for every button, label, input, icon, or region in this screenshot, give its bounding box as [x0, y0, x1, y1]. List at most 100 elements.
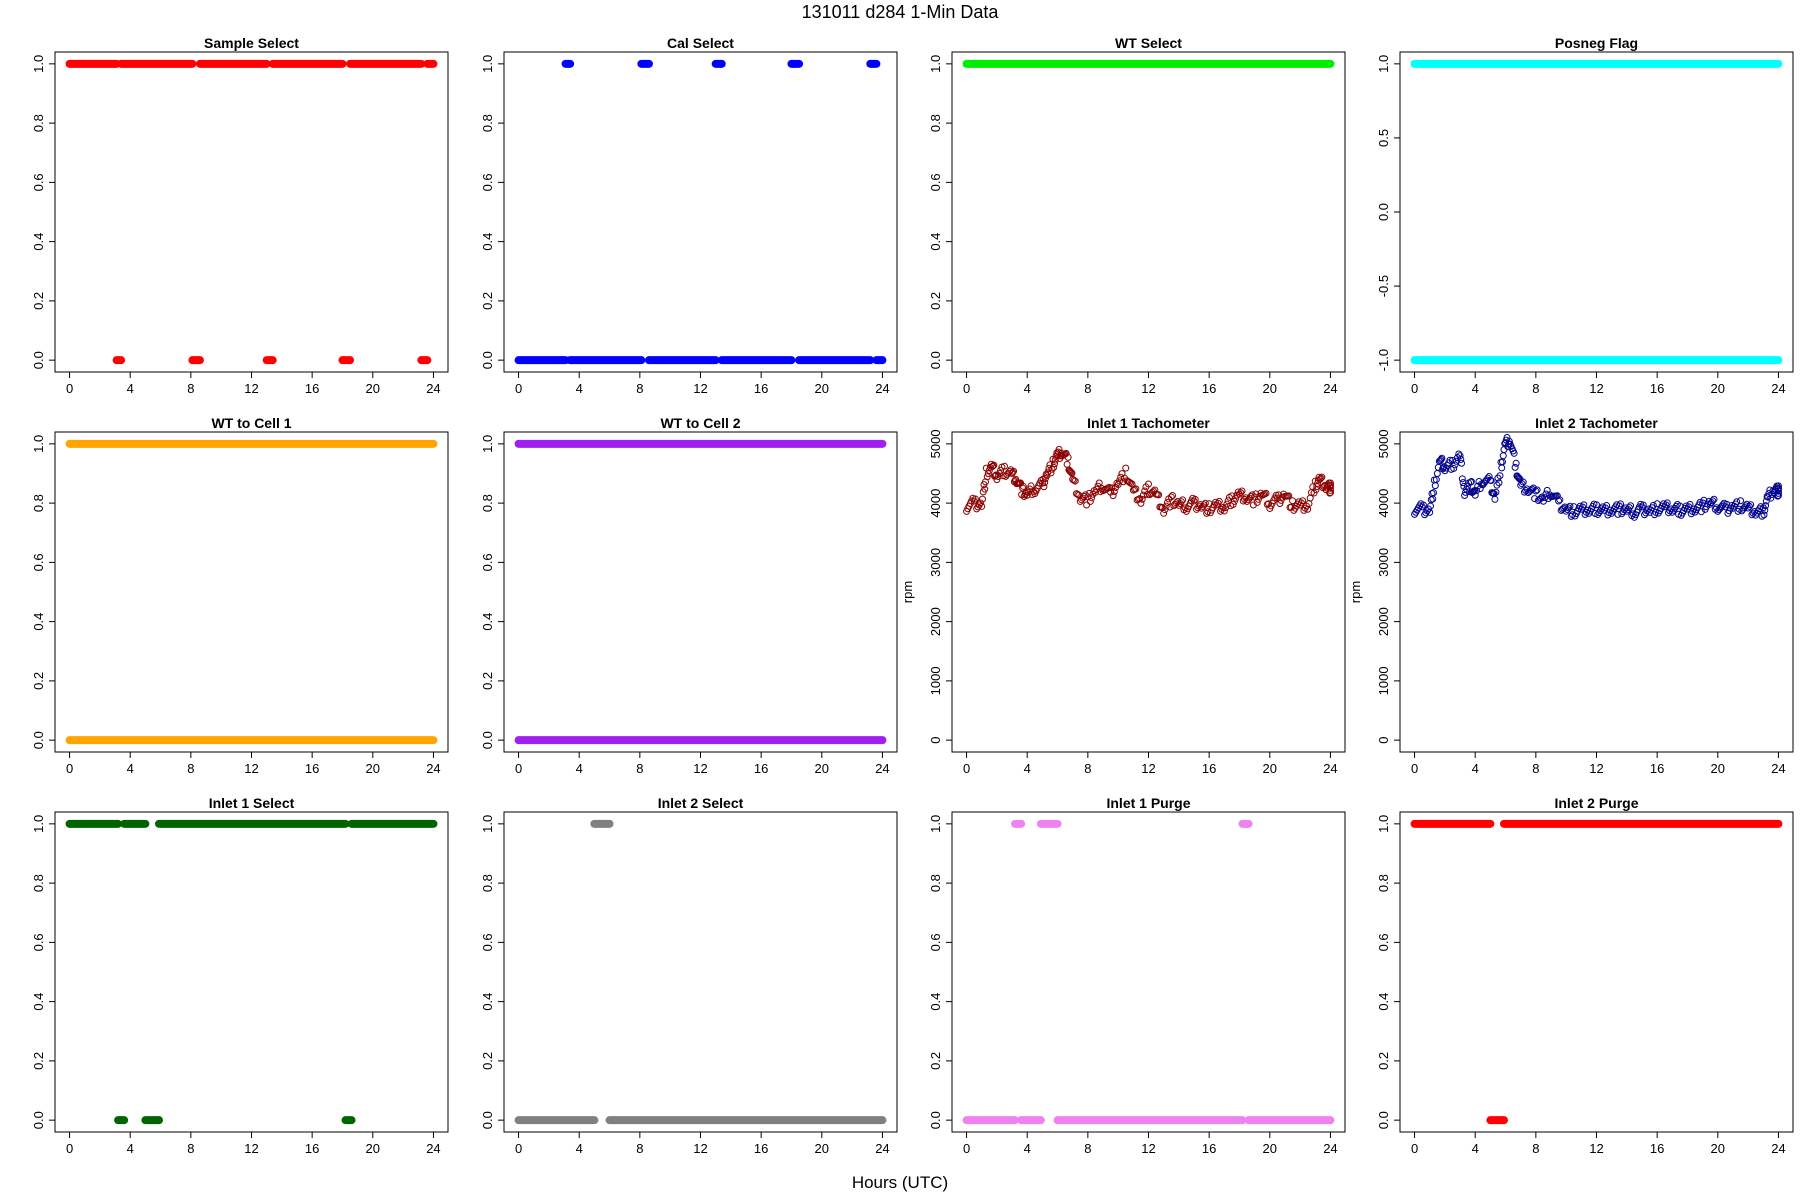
- data-point: [989, 462, 997, 470]
- plot-frame: [951, 811, 1346, 1133]
- data-point: [1064, 453, 1072, 461]
- x-tick-label: 16: [305, 381, 319, 396]
- data-point: [1326, 482, 1334, 490]
- y-tick-label: 5000: [1376, 429, 1391, 458]
- panel-title: WT Select: [1115, 35, 1182, 51]
- data-point: [983, 473, 991, 481]
- y-tick-label: 0.4: [928, 993, 943, 1011]
- data-point: [1510, 449, 1518, 457]
- x-tick-label: 12: [693, 761, 707, 776]
- y-tick-label: 0.8: [480, 114, 495, 132]
- y-tick-label: 0.2: [480, 292, 495, 310]
- x-tick-label: 20: [815, 381, 829, 396]
- x-tick-label: 24: [1771, 381, 1785, 396]
- data-point: [1723, 500, 1731, 508]
- x-tick-label: 20: [1263, 1141, 1277, 1156]
- x-tick-label: 0: [515, 1141, 522, 1156]
- y-tick-label: 1.0: [31, 55, 46, 73]
- data-point: [1045, 464, 1053, 472]
- y-tick-label: 0.0: [480, 731, 495, 749]
- data-point: [1762, 502, 1770, 510]
- data-point: [1709, 497, 1717, 505]
- data-point: [976, 499, 984, 507]
- x-tick-label: 8: [187, 1141, 194, 1156]
- data-point: [1050, 460, 1058, 468]
- y-tick-label: 0.0: [928, 351, 943, 369]
- data-point: [1205, 500, 1213, 508]
- data-point: [1663, 499, 1671, 507]
- series-points: [514, 819, 887, 1125]
- data-point: [1672, 502, 1680, 510]
- y-tick-label: 0.6: [31, 933, 46, 951]
- x-tick-label: 24: [875, 1141, 889, 1156]
- data-point: [993, 476, 1001, 484]
- data-point: [1055, 445, 1063, 453]
- y-tick-label: 0.8: [928, 114, 943, 132]
- plot-frame: [54, 811, 449, 1133]
- y-tick-label: 2000: [1376, 607, 1391, 636]
- plot-frame: [54, 51, 449, 373]
- x-tick-label: 12: [1589, 761, 1603, 776]
- y-tick-label: 1000: [928, 666, 943, 695]
- data-point: [1179, 496, 1187, 504]
- x-tick-label: 12: [244, 1141, 258, 1156]
- x-tick-label: 12: [1589, 381, 1603, 396]
- x-tick-label: 8: [1084, 761, 1091, 776]
- data-point: [1026, 485, 1034, 493]
- data-point: [1093, 485, 1101, 493]
- x-tick-label: 12: [1589, 1141, 1603, 1156]
- data-point: [1232, 494, 1240, 502]
- data-point: [1745, 502, 1753, 510]
- data-point: [1215, 497, 1223, 505]
- data-point: [1310, 489, 1318, 497]
- data-point: [1048, 465, 1056, 473]
- x-tick-label: 8: [1084, 1141, 1091, 1156]
- y-tick-label: 0.4: [480, 993, 495, 1011]
- x-tick-label: 4: [1472, 381, 1479, 396]
- x-tick-label: 24: [426, 761, 440, 776]
- data-point: [1758, 512, 1766, 520]
- y-tick-label: 0: [1376, 737, 1391, 744]
- data-point: [990, 461, 998, 469]
- chart-panel-8: Inlet 2 Tachometer 0 4 8 12 16 20 24 0 1000 2000 30…: [1348, 415, 1794, 776]
- data-point: [1519, 478, 1527, 486]
- x-tick-label: 24: [426, 1141, 440, 1156]
- y-tick-label: 0.4: [480, 613, 495, 631]
- x-tick-label: 0: [515, 761, 522, 776]
- x-tick-label: 0: [1411, 761, 1418, 776]
- x-tick-label: 16: [1650, 381, 1664, 396]
- data-point: [1638, 503, 1646, 511]
- series-points: [65, 819, 438, 1125]
- y-tick-label: 0.6: [31, 553, 46, 571]
- data-point: [1461, 492, 1469, 500]
- x-tick-label: 4: [1024, 1141, 1031, 1156]
- y-tick-label: 0.2: [928, 1052, 943, 1070]
- data-point: [1273, 494, 1281, 502]
- data-point: [1047, 469, 1055, 477]
- y-tick-label: 0.4: [31, 233, 46, 251]
- x-tick-label: 20: [1711, 381, 1725, 396]
- data-point: [1091, 488, 1099, 496]
- x-tick-label: 0: [963, 381, 970, 396]
- data-point: [1747, 501, 1755, 509]
- x-tick-label: 4: [127, 381, 134, 396]
- data-point: [1603, 502, 1611, 510]
- data-point: [1431, 482, 1439, 490]
- data-point: [1070, 476, 1078, 484]
- y-tick-label: 0.8: [928, 874, 943, 892]
- y-tick-label: 5000: [928, 429, 943, 458]
- data-point: [1458, 475, 1466, 483]
- series-points: [963, 445, 1334, 517]
- data-point: [1774, 489, 1782, 497]
- y-tick-label: 0.4: [31, 993, 46, 1011]
- data-point: [1074, 490, 1082, 498]
- panel-title: Inlet 2 Select: [658, 795, 744, 811]
- x-tick-label: 12: [1141, 1141, 1155, 1156]
- y-tick-label: 3000: [1376, 548, 1391, 577]
- y-tick-label: 0.0: [480, 351, 495, 369]
- x-tick-label: 4: [1472, 761, 1479, 776]
- data-point: [1200, 501, 1208, 509]
- panel-title: Inlet 1 Purge: [1106, 795, 1190, 811]
- data-point: [1062, 449, 1070, 457]
- y-tick-label: 0.4: [31, 613, 46, 631]
